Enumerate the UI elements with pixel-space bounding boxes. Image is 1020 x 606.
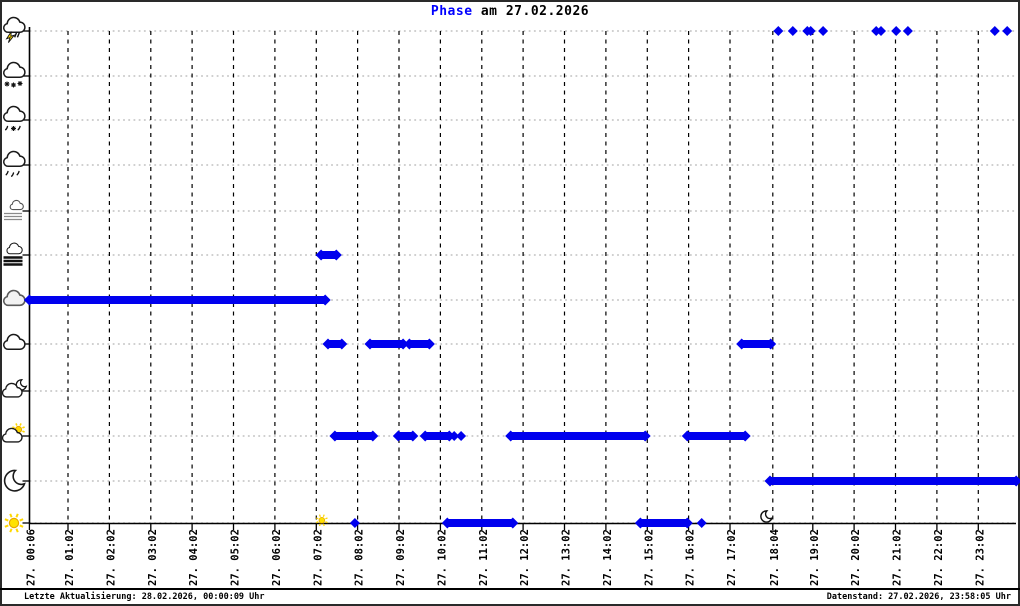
data-segment bbox=[315, 249, 342, 261]
x-tick-label: 27. 20:02 bbox=[850, 529, 862, 586]
footer-divider bbox=[0, 588, 1020, 590]
cloud-moon-icon bbox=[1, 379, 28, 398]
data-point bbox=[902, 26, 913, 36]
data-point bbox=[876, 26, 886, 36]
phase-points bbox=[349, 26, 1013, 528]
cloud-rain-icon bbox=[3, 150, 26, 177]
x-tick-label: 27. 17:02 bbox=[726, 529, 738, 586]
cloud-lightning-icon bbox=[3, 16, 26, 43]
x-tick-label: 27. 02:02 bbox=[105, 529, 117, 586]
data-segment bbox=[681, 430, 751, 442]
x-tick-label: 27. 14:02 bbox=[602, 529, 614, 586]
x-tick-label: 27. 09:02 bbox=[395, 529, 407, 586]
moon-icon bbox=[3, 469, 26, 492]
data-point bbox=[818, 26, 829, 36]
x-tick-label: 27. 05:02 bbox=[230, 529, 242, 586]
x-tick-label: 27. 12:02 bbox=[519, 529, 531, 586]
x-tick-label: 27. 13:02 bbox=[561, 529, 573, 586]
data-segment bbox=[23, 294, 331, 306]
x-tick-label: 27. 11:02 bbox=[478, 529, 490, 586]
x-tick-label: 27. 00:06 bbox=[25, 529, 37, 586]
cloud-snow-icon bbox=[3, 61, 26, 88]
sun-icon bbox=[4, 513, 24, 533]
data-point bbox=[787, 26, 798, 36]
x-tick-label: 27. 01:02 bbox=[64, 529, 76, 586]
data-segment bbox=[736, 338, 777, 350]
x-tick-label: 27. 16:02 bbox=[685, 529, 697, 586]
cloud-sleet-icon bbox=[3, 105, 26, 131]
x-tick-label: 27. 08:02 bbox=[354, 529, 366, 586]
data-segment bbox=[505, 430, 651, 442]
data-point bbox=[773, 26, 784, 36]
data-segment bbox=[392, 430, 419, 442]
x-tick-label: 27. 22:02 bbox=[933, 529, 945, 586]
chart-title: Phase am 27.02.2026 bbox=[0, 4, 1020, 19]
chart-title-word: Phase bbox=[430, 4, 473, 19]
data-segment bbox=[403, 338, 435, 350]
x-tick-label: 27. 19:02 bbox=[809, 529, 821, 586]
data-segment bbox=[634, 517, 693, 529]
vertical-gridlines bbox=[67, 31, 979, 523]
data-point bbox=[989, 26, 1000, 36]
data-segment bbox=[441, 517, 519, 529]
data-timestamp-text: Datenstand: 27.02.2026, 23:58:05 Uhr bbox=[826, 592, 1011, 602]
chart-title-date: am 27.02.2026 bbox=[472, 4, 590, 19]
data-segment bbox=[764, 475, 1020, 487]
data-point bbox=[456, 431, 467, 441]
axes bbox=[22, 27, 1016, 525]
data-segment bbox=[364, 338, 409, 350]
sunrise-icon bbox=[315, 514, 328, 527]
sun-markers bbox=[315, 510, 773, 527]
x-tick-label: 27. 07:02 bbox=[312, 529, 324, 586]
x-tick-label: 27. 18:04 bbox=[769, 529, 781, 586]
phase-segments bbox=[23, 249, 1020, 529]
cloud-icon bbox=[3, 333, 26, 351]
x-tick-label: 27. 10:02 bbox=[436, 529, 448, 586]
x-tick-label: 27. 15:02 bbox=[643, 529, 655, 586]
sunset-moon-icon bbox=[760, 510, 773, 523]
overcast-cloud-icon bbox=[2, 289, 26, 307]
x-tick-label: 27. 04:02 bbox=[188, 529, 200, 586]
fog-icon bbox=[3, 242, 23, 266]
data-segment bbox=[322, 338, 348, 350]
cloud-sun-icon bbox=[1, 423, 25, 443]
data-point bbox=[449, 431, 460, 441]
last-update-text: Letzte Aktualisierung: 28.02.2026, 00:00… bbox=[24, 592, 265, 602]
x-tick-labels: 27. 00:06 27. 01:02 27. 02:02 27. 03:02 27. … bbox=[25, 524, 986, 586]
x-tick-label: 27. 03:02 bbox=[147, 529, 159, 586]
data-point bbox=[696, 518, 707, 528]
data-point bbox=[805, 26, 816, 36]
data-point bbox=[349, 518, 360, 528]
data-segment bbox=[329, 430, 379, 442]
x-tick-label: 27. 06:02 bbox=[271, 529, 283, 586]
mist-icon bbox=[4, 199, 24, 221]
x-tick-label: 27. 21:02 bbox=[892, 529, 904, 586]
x-tick-label: 27. 23:02 bbox=[974, 529, 986, 586]
row-icons bbox=[1, 16, 28, 533]
data-point bbox=[1002, 26, 1013, 36]
data-point bbox=[891, 26, 902, 36]
